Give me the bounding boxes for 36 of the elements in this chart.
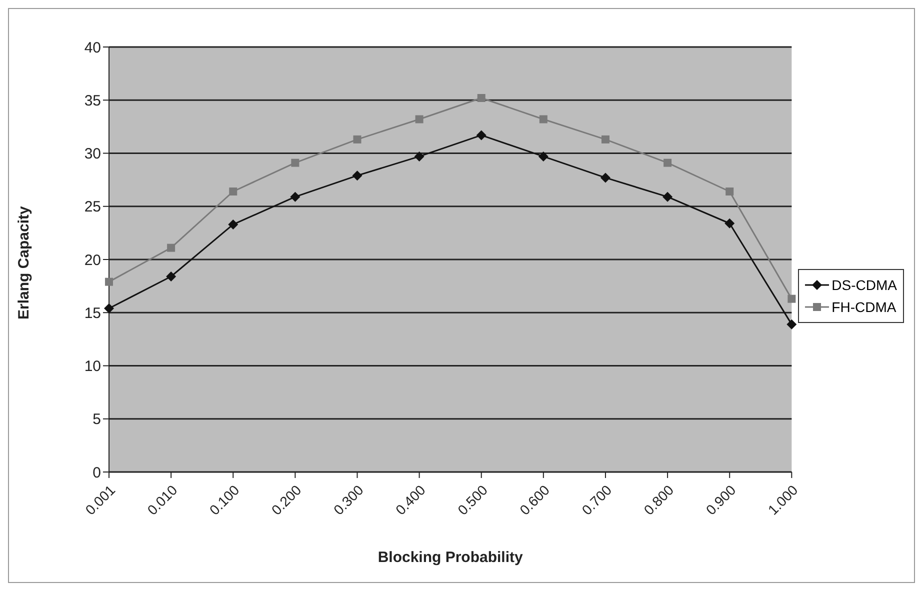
point (229, 188, 238, 196)
y-tick-label: 40 (84, 39, 101, 56)
point (353, 135, 362, 144)
x-axis-title: Blocking Probability (378, 549, 524, 566)
y-tick-label: 15 (84, 304, 101, 322)
y-tick-label: 20 (84, 252, 101, 269)
y-tick-label: 5 (92, 411, 101, 428)
point (724, 218, 735, 228)
point (105, 278, 113, 286)
point (476, 130, 486, 140)
y-tick-label: 30 (84, 146, 101, 163)
point (290, 192, 300, 202)
point (167, 244, 176, 252)
point (414, 151, 424, 162)
point (415, 115, 424, 124)
y-tick-label: 25 (84, 198, 101, 216)
y-tick-label: 10 (84, 358, 101, 376)
point (662, 192, 673, 202)
point (352, 170, 362, 181)
point (600, 172, 610, 183)
point (664, 158, 672, 167)
point (538, 151, 548, 162)
legend-label: FH-CDMA (832, 298, 896, 314)
point (786, 319, 797, 330)
point (726, 188, 734, 196)
point (788, 294, 796, 303)
point (228, 219, 238, 230)
legend-label: DS-CDMA (832, 276, 897, 292)
point (477, 94, 486, 102)
point (601, 135, 610, 144)
point (166, 272, 176, 282)
y-tick-label: 35 (84, 92, 101, 110)
y-axis-title: Erlang Capacity (15, 205, 32, 320)
point (539, 115, 548, 124)
y-tick-label: 0 (92, 464, 101, 482)
point (291, 158, 300, 167)
